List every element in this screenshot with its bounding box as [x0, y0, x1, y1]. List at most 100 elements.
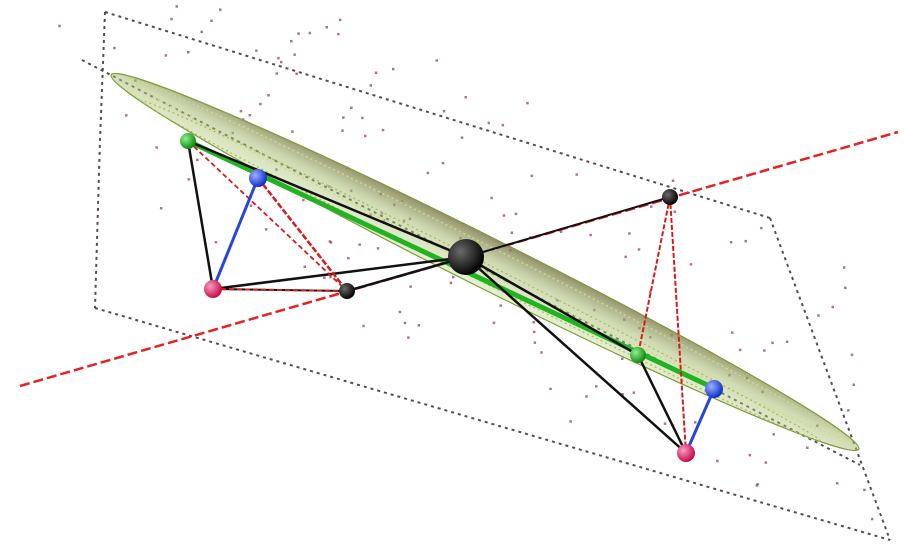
scatter-point	[364, 134, 367, 138]
scatter-point	[170, 17, 173, 21]
scatter-point	[637, 248, 641, 251]
scatter-point	[403, 321, 407, 325]
scatter-point	[499, 304, 502, 307]
blue-sphere-left	[249, 169, 267, 187]
scatter-point	[338, 18, 342, 22]
scatter-point	[374, 71, 378, 74]
plane-edge-bottom	[94, 307, 891, 541]
scatter-point	[376, 247, 380, 250]
scatter-point	[575, 173, 578, 176]
scatter-point	[337, 32, 340, 36]
scatter-point	[530, 174, 534, 178]
scatter-point	[716, 459, 719, 463]
scatter-point	[760, 226, 763, 230]
scatter-point	[175, 5, 178, 8]
scatter-point	[806, 446, 809, 449]
scatter-point	[58, 24, 61, 28]
left-black-line-4	[346, 255, 467, 293]
scatter-point	[303, 265, 306, 268]
left-blue-line	[211, 177, 260, 290]
scatter-point	[540, 351, 543, 354]
scatter-point	[417, 324, 421, 327]
scatter-point	[239, 109, 243, 113]
scatter-point	[595, 385, 598, 388]
left-red-line-3	[212, 288, 348, 292]
scatter-point	[464, 96, 467, 99]
scatter-point	[585, 395, 588, 398]
black-sphere-right	[662, 189, 678, 205]
scatter-point	[358, 243, 361, 246]
left-red-line-2	[187, 140, 348, 292]
scatter-point	[744, 239, 747, 243]
scatter-point	[831, 305, 834, 309]
scatter-point	[381, 128, 385, 132]
scatter-point	[275, 72, 278, 75]
scatter-point	[763, 349, 766, 352]
scatter-point	[295, 72, 298, 76]
scatter-point	[361, 116, 364, 120]
scatter-point	[487, 121, 491, 125]
scatter-point	[649, 205, 653, 208]
scatter-point	[409, 285, 412, 288]
scatter-point	[293, 53, 296, 56]
scatter-point	[291, 130, 294, 133]
scatter-point	[407, 336, 410, 339]
scatter-point	[392, 67, 395, 71]
scatter-point	[302, 198, 305, 202]
ellipsoid	[110, 72, 860, 452]
scatter-point	[663, 422, 667, 425]
scatter-point	[842, 266, 846, 269]
magenta-sphere-left	[204, 280, 222, 298]
scatter-point	[559, 230, 563, 234]
scatter-point	[369, 84, 372, 87]
scatter-point	[621, 393, 624, 396]
right-red-line-2	[669, 196, 687, 454]
scatter-point	[731, 331, 734, 334]
scatter-point	[771, 341, 774, 345]
scatter-point	[863, 488, 866, 492]
scatter-point	[210, 19, 213, 22]
scatter-point	[113, 46, 116, 50]
scatter-point	[460, 136, 464, 139]
scatter-point	[785, 340, 789, 343]
scatter-point	[549, 387, 552, 391]
scatter-point	[764, 461, 768, 464]
scatter-point	[297, 32, 300, 35]
scatter-point	[362, 324, 365, 328]
scatter-point	[342, 116, 345, 119]
left-cluster-lines	[186, 139, 467, 293]
scatter-point	[748, 453, 752, 457]
scatter-point	[341, 129, 344, 132]
scatter-point	[772, 433, 775, 436]
scatter-point	[196, 158, 199, 162]
scatter-point	[325, 26, 328, 29]
scatter-point	[155, 146, 158, 149]
black-sphere-left	[339, 283, 355, 299]
scatter-point	[441, 161, 445, 165]
scatter-point	[514, 212, 518, 216]
scatter-point	[850, 353, 854, 357]
right-black-line-1	[465, 256, 687, 454]
scatter-point	[624, 255, 627, 259]
scatter-point	[259, 102, 262, 106]
scatter-point	[533, 341, 537, 344]
plane-edge-right	[769, 217, 891, 541]
scatter-point	[490, 196, 493, 200]
scatter-point	[847, 409, 850, 412]
scatter-point	[689, 263, 693, 266]
right-black-line-2	[636, 354, 688, 454]
scatter-point	[532, 321, 535, 324]
scatter-point	[673, 210, 677, 213]
scatter-point	[290, 39, 293, 43]
scatter-point	[532, 330, 536, 334]
scatter-point	[632, 391, 636, 394]
blue-sphere-right	[705, 380, 723, 398]
scatter-point	[200, 30, 203, 34]
scatter-point	[492, 321, 496, 325]
green-sphere-left	[180, 133, 196, 149]
scatter-point	[187, 51, 190, 54]
scatter-point	[214, 241, 218, 244]
scatter-point	[501, 123, 505, 127]
scatter-point	[267, 94, 270, 97]
